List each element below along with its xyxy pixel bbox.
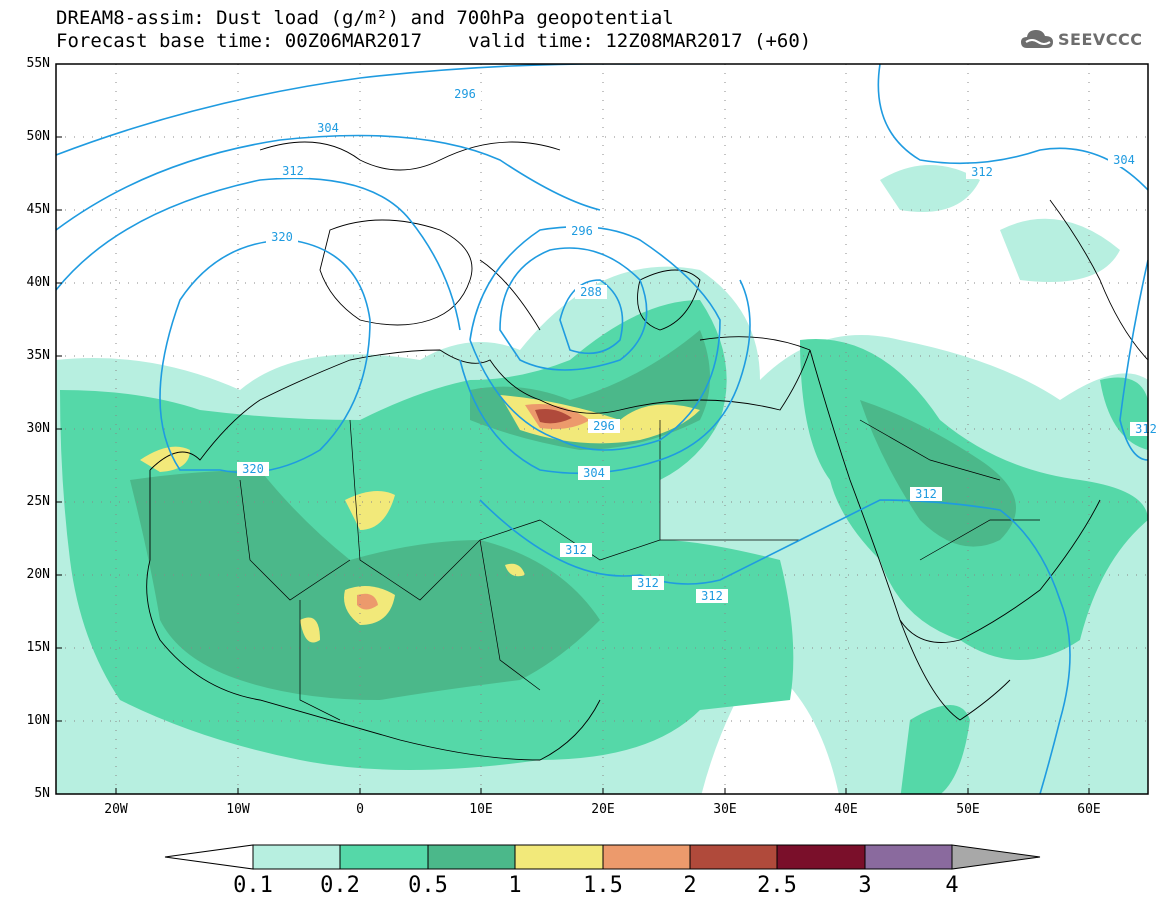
colorbar-swatch [689,844,778,870]
seevccc-logo: SEEVCCC [1020,28,1143,50]
contour-labels: 296 304 312 320 296 288 296 304 312 312 … [242,87,1157,603]
contour-label: 312 [701,589,723,603]
lat-label: 45N [26,202,50,217]
lat-label: 25N [26,494,50,509]
axis-ticks [56,136,1090,794]
contour-label: 304 [1113,153,1135,167]
valid-time: valid time: 12Z08MAR2017 (+60) [468,30,812,52]
contour-label: 312 [565,543,587,557]
contour-label: 296 [571,224,593,238]
colorbar [164,844,1041,870]
colorbar-swatch [514,844,604,870]
dust-band-0.5 [130,470,600,700]
graticule [56,64,1148,794]
dust-band-0.5c [860,400,1016,547]
colorbar-label: 0.2 [320,873,360,898]
colorbar-label: 1.5 [583,873,623,898]
colorbar-min-arrow [164,844,254,870]
lat-label: 40N [26,275,50,290]
contour-label: 304 [583,466,605,480]
lat-label: 15N [26,640,50,655]
logo-text: SEEVCCC [1058,29,1143,49]
contour-label: 304 [317,121,339,135]
dust-band-1e [300,617,320,643]
contour-label: 312 [637,576,659,590]
lon-label: 30E [713,802,737,817]
colorbar-label: 0.1 [233,873,273,898]
lat-label: 35N [26,348,50,363]
colorbar-label: 3 [858,873,872,898]
dust-band-0.2d [900,705,970,794]
dust-band-2 [535,409,572,424]
map-subtitle: Forecast base time: 00Z06MAR2017 valid ti… [56,31,811,51]
contour-label: 312 [971,165,993,179]
lon-label: 50E [956,802,980,817]
lat-label: 10N [26,713,50,728]
dust-band-0.1b [880,165,980,212]
contour-label: 312 [282,164,304,178]
dust-layer [56,165,1148,794]
geopotential-contours [56,64,1148,794]
dust-band-1.5b [357,593,378,610]
lon-label: 20E [591,802,615,817]
colorbar-swatch [427,844,516,870]
colorbar-max-arrow [951,844,1041,870]
lon-label: 10E [469,802,493,817]
lon-label: 40E [834,802,858,817]
colorbar-label: 4 [945,873,959,898]
borders [239,419,1040,721]
coastlines [146,141,1148,761]
contour-label: 288 [580,285,602,299]
lon-label: 0 [356,802,364,817]
colorbar-label: 2.5 [757,873,797,898]
lon-label: 10W [226,802,250,817]
contour-label: 312 [915,487,937,501]
map-title: DREAM8-assim: Dust load (g/m²) and 700hP… [56,7,674,29]
base-time: Forecast base time: 00Z06MAR2017 [56,30,423,52]
contour-label: 296 [593,419,615,433]
dust-band-0.1c [1000,218,1120,282]
colorbar-label: 0.5 [408,873,448,898]
cloud-icon [1021,30,1053,48]
lat-label: 55N [26,56,50,71]
colorbar-swatch [339,844,429,870]
lon-label: 60E [1077,802,1101,817]
colorbar-label: 1 [508,873,522,898]
colorbar-swatch [864,844,953,870]
contour-label: 320 [271,230,293,244]
colorbar-swatch [776,844,866,870]
contour-label: 320 [242,462,264,476]
lat-label: 30N [26,421,50,436]
lat-label: 20N [26,567,50,582]
colorbar-swatch [602,844,691,870]
colorbar-swatch [252,844,341,870]
colorbar-label: 2 [683,873,697,898]
dust-band-1f [505,563,525,577]
lat-label: 50N [26,129,50,144]
lon-label: 20W [104,802,128,817]
lat-label: 5N [34,786,50,801]
contour-label: 312 [1135,422,1157,436]
contour-label: 296 [454,87,476,101]
